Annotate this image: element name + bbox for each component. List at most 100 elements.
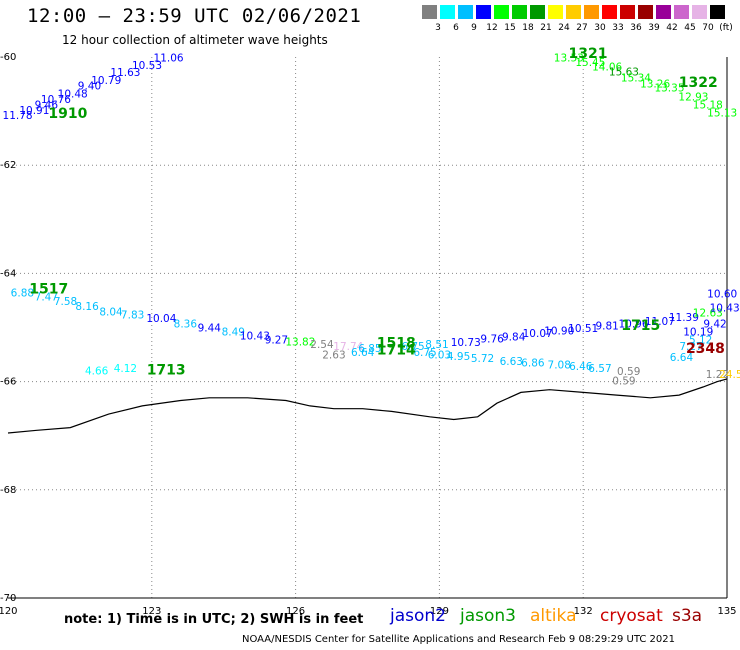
wave-height-label: 13.53 xyxy=(554,52,584,64)
wave-height-label: 6.75 xyxy=(401,341,424,353)
wave-height-label: 8.49 xyxy=(222,327,245,339)
legend-swatch xyxy=(458,5,473,19)
wave-height-label: 4.12 xyxy=(114,363,137,375)
wave-height-label: 8.36 xyxy=(174,319,198,331)
legend-swatch xyxy=(548,5,563,19)
chart-subtitle: 12 hour collection of altimeter wave hei… xyxy=(62,33,328,47)
wave-height-label: 4.66 xyxy=(85,366,109,378)
wave-height-label: 15.34 xyxy=(621,72,651,84)
wave-height-label: 17.74 xyxy=(333,341,363,353)
wave-height-label: 15.18 xyxy=(693,99,723,111)
legend-label: 9 xyxy=(471,23,477,33)
wave-height-label: 10.51 xyxy=(568,323,598,335)
legend-swatch xyxy=(584,5,599,19)
wave-height-label: 9.46 xyxy=(35,99,59,111)
wave-height-label: 1.22 xyxy=(706,369,729,381)
sat-altika: altika xyxy=(530,606,577,626)
y-tick-label: -68 xyxy=(0,485,16,496)
pass-time-label: 1713 xyxy=(147,363,186,379)
wave-height-label: 9.42 xyxy=(703,319,726,331)
legend-label: 27 xyxy=(576,23,588,33)
wave-height-label: 10.19 xyxy=(683,327,713,339)
legend-label: 12 xyxy=(486,23,498,33)
wave-height-label: 13.82 xyxy=(285,336,315,348)
wave-height-label: 6.03 xyxy=(428,349,451,361)
wave-height-label: 9.81 xyxy=(595,321,618,333)
x-tick-label: 126 xyxy=(286,606,305,617)
wave-height-label: 5.72 xyxy=(471,353,494,365)
legend-swatch xyxy=(620,5,635,19)
wave-height-label: 15.13 xyxy=(707,108,737,120)
y-tick-label: -60 xyxy=(0,52,16,63)
legend-swatch xyxy=(710,5,725,19)
sat-cryosat: cryosat xyxy=(600,606,663,626)
wave-height-label: 9.44 xyxy=(198,322,222,334)
wave-height-label: 6.75 xyxy=(413,347,436,359)
wave-height-label: 10.90 xyxy=(544,326,574,338)
wave-height-label: 10.04 xyxy=(146,313,176,325)
wave-height-label: 10.73 xyxy=(451,337,481,349)
wave-height-label: 12.93 xyxy=(678,91,708,103)
wave-height-label: 10.96 xyxy=(618,319,648,331)
wave-height-label: 6.64 xyxy=(670,352,694,364)
legend-label: (ft) xyxy=(719,23,733,33)
legend-label: 15 xyxy=(504,23,516,33)
legend-label: 24 xyxy=(558,23,570,33)
wave-height-label: 9.84 xyxy=(502,331,526,343)
wave-height-label: 0.59 xyxy=(617,366,640,378)
x-tick-label: 135 xyxy=(717,606,736,617)
wave-height-label: 11.39 xyxy=(669,312,699,324)
legend-label: 33 xyxy=(612,23,624,33)
pass-time-label: 1517 xyxy=(29,281,68,297)
pass-time-label: 1715 xyxy=(621,318,660,334)
wave-height-label: 10.43 xyxy=(240,330,270,342)
wave-height-label: 7.08 xyxy=(548,360,571,372)
y-tick-label: -64 xyxy=(0,268,16,279)
legend-swatch xyxy=(692,5,707,19)
wave-height-label: 10.53 xyxy=(132,60,162,72)
legend-label: 39 xyxy=(648,23,660,33)
x-tick-label: 123 xyxy=(142,606,161,617)
legend-label: 45 xyxy=(684,23,696,33)
wave-height-label: 2.54 xyxy=(310,339,334,351)
wave-height-label: 6.86 xyxy=(521,357,545,369)
wave-height-label: 6.57 xyxy=(588,363,611,375)
wave-height-label: 8.51 xyxy=(425,339,448,351)
legend-swatch xyxy=(512,5,527,19)
wave-height-label: 14.06 xyxy=(592,62,622,74)
legend-swatch xyxy=(422,5,437,19)
wave-height-label: 6.63 xyxy=(500,356,523,368)
legend-label: 30 xyxy=(594,23,606,33)
x-tick-label: 129 xyxy=(430,606,449,617)
legend-swatch xyxy=(602,5,617,19)
wave-height-label: 9.27 xyxy=(265,335,288,347)
pass-time-label: 1910 xyxy=(48,106,87,122)
wave-height-label: 6.85 xyxy=(358,343,381,355)
sat-jason3: jason3 xyxy=(460,606,516,626)
wave-height-label: 5.12 xyxy=(689,335,712,347)
wave-height-label: 10.48 xyxy=(58,89,88,101)
pass-time-label: 1714 xyxy=(377,343,416,359)
wave-height-label: 15.45 xyxy=(575,57,605,69)
wave-height-label: 13.26 xyxy=(640,78,670,90)
footer-credit: NOAA/NESDIS Center for Satellite Applica… xyxy=(242,634,675,645)
wave-height-label: 12.63 xyxy=(693,308,723,320)
legend-swatch xyxy=(440,5,455,19)
pass-time-label: 1518 xyxy=(377,336,416,352)
wave-height-label: 6.88 xyxy=(11,288,34,300)
wave-height-label: 15.63 xyxy=(609,66,639,78)
pass-time-label: 1321 xyxy=(569,46,608,62)
wave-height-label: 7.27 xyxy=(679,341,702,353)
wave-height-label: 10.43 xyxy=(710,302,740,314)
wave-height-label: 8.04 xyxy=(99,307,123,319)
wave-height-label: 7.47 xyxy=(35,291,58,303)
wave-height-label: 8.16 xyxy=(75,301,99,313)
legend-swatch xyxy=(530,5,545,19)
legend-label: 21 xyxy=(540,23,552,33)
legend-swatch xyxy=(566,5,581,19)
legend-swatch xyxy=(656,5,671,19)
sat-jason2: jason2 xyxy=(390,606,446,626)
legend-label: 70 xyxy=(702,23,714,33)
pass-time-label: 2348 xyxy=(686,341,725,357)
footer-note: note: 1) Time is in UTC; 2) SWH is in fe… xyxy=(64,612,364,627)
